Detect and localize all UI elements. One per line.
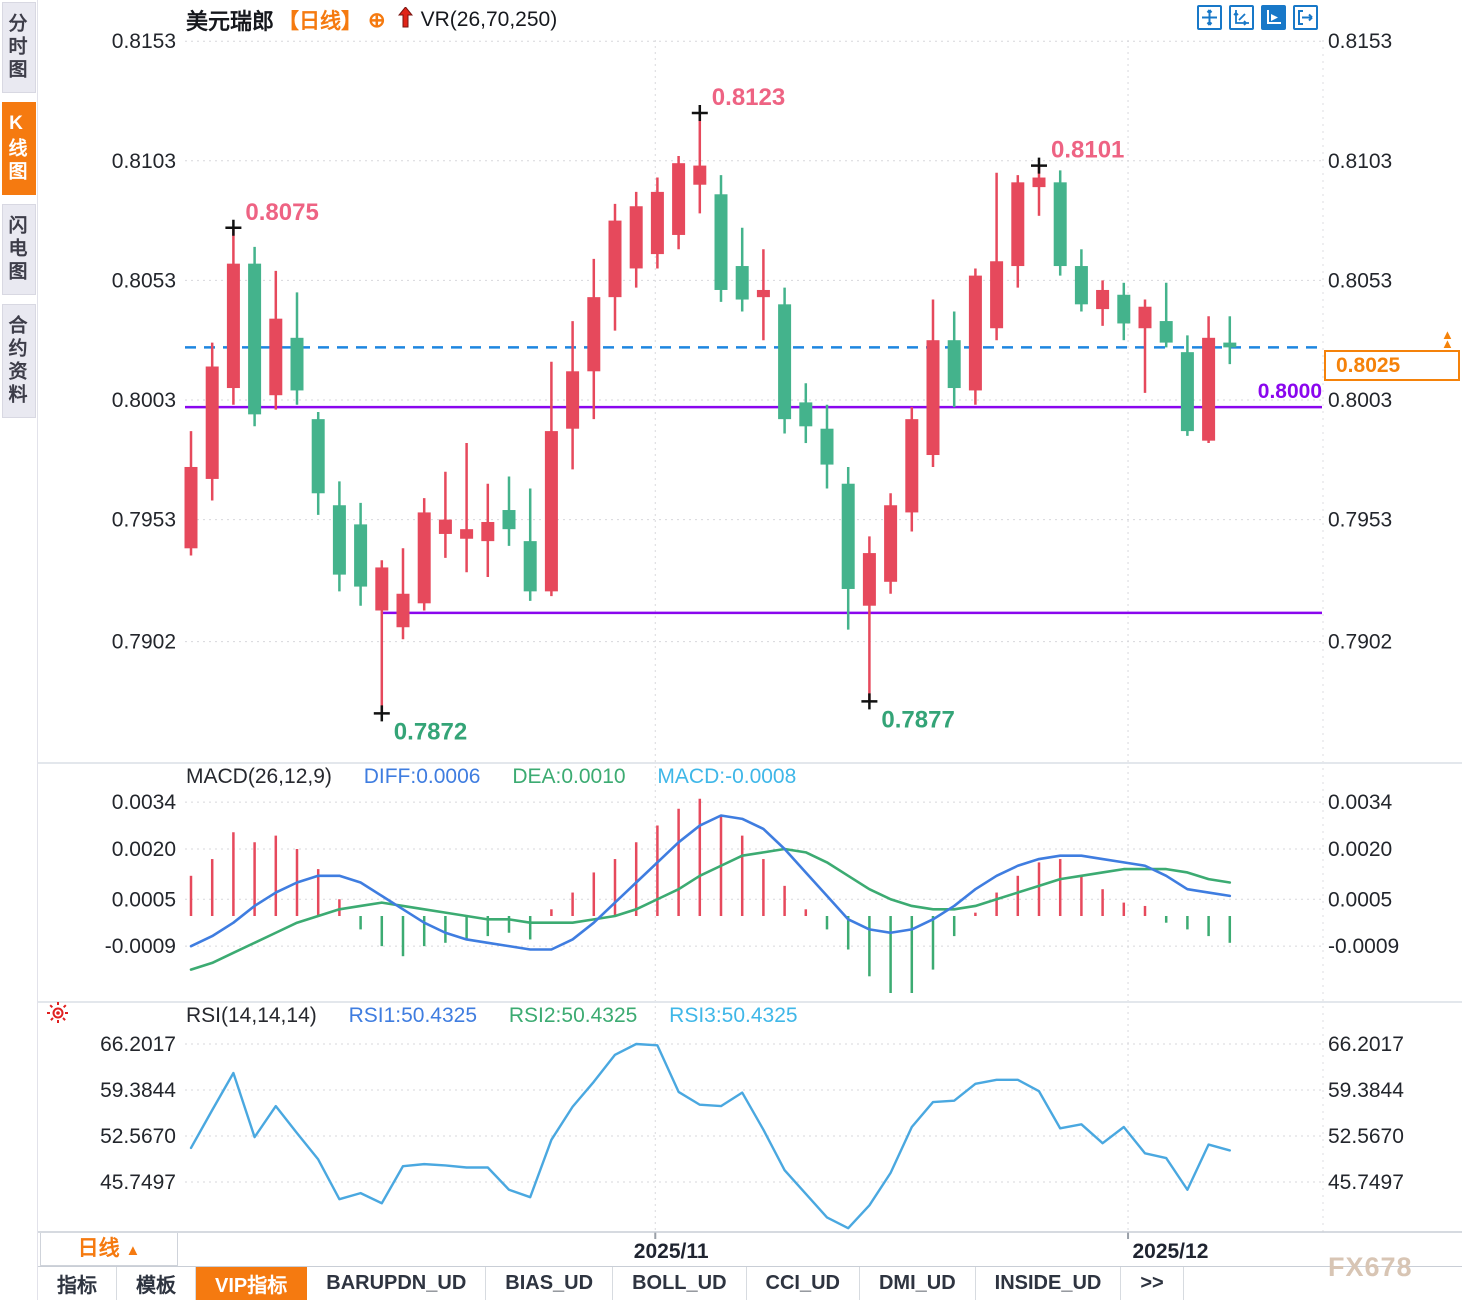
bottom-tab-VIP指标[interactable]: VIP指标 — [196, 1267, 308, 1300]
svg-text:0.8103: 0.8103 — [112, 150, 176, 173]
svg-text:0.7902: 0.7902 — [1328, 631, 1392, 654]
sidebar-tab-合约资料[interactable]: 合约资料 — [1, 304, 36, 418]
svg-text:59.3844: 59.3844 — [1328, 1079, 1404, 1102]
svg-text:0.0020: 0.0020 — [112, 838, 176, 861]
svg-text:0.7953: 0.7953 — [1328, 509, 1392, 532]
svg-text:59.3844: 59.3844 — [100, 1079, 176, 1102]
svg-text:45.7497: 45.7497 — [1328, 1171, 1404, 1194]
svg-text:0.8123: 0.8123 — [712, 84, 785, 111]
macd-hist-value: MACD:-0.0008 — [657, 765, 797, 788]
svg-text:-0.0009: -0.0009 — [1328, 935, 1399, 958]
svg-text:66.2017: 66.2017 — [100, 1033, 176, 1056]
svg-text:0.7953: 0.7953 — [112, 509, 176, 532]
svg-text:2025/11: 2025/11 — [634, 1240, 709, 1263]
add-indicator-icon[interactable]: ⊕ — [368, 8, 386, 32]
support-level-label: 0.8000 — [1257, 380, 1322, 403]
rsi-label-row: RSI(14,14,14) RSI1:50.4325 RSI2:50.4325 … — [186, 1004, 798, 1028]
period-selector-label: 日线 — [77, 1237, 120, 1260]
rsi-title[interactable]: RSI(14,14,14) — [186, 1004, 317, 1027]
sidebar-tab-K线图[interactable]: K线图 — [1, 102, 36, 195]
svg-text:0.7877: 0.7877 — [881, 706, 954, 733]
candles — [184, 112, 1237, 714]
period-selector-button[interactable]: 日线 ▲ — [40, 1233, 178, 1266]
svg-text:0.0020: 0.0020 — [1328, 838, 1392, 861]
price-up-arrows-icon: ▲ ▲ — [1441, 327, 1454, 351]
sidebar-tab-闪电图[interactable]: 闪电图 — [1, 204, 36, 295]
svg-text:0.0005: 0.0005 — [1328, 888, 1392, 911]
crosshair-move-icon[interactable] — [1197, 5, 1222, 30]
chart-toolbar — [1197, 5, 1318, 30]
bottom-tab-指标[interactable]: 指标 — [38, 1267, 117, 1300]
rsi3-value: RSI3:50.4325 — [669, 1004, 798, 1027]
svg-text:0.8103: 0.8103 — [1328, 150, 1392, 173]
rsi-plot — [189, 1042, 1232, 1230]
svg-text:0.7872: 0.7872 — [394, 718, 467, 745]
alert-sun-icon[interactable] — [46, 1001, 70, 1025]
watermark: FX678 — [1328, 1252, 1413, 1282]
sidebar: 分时图 K线图闪电图合约资料 — [0, 0, 38, 1232]
grid-lines — [38, 40, 1462, 1239]
svg-text:45.7497: 45.7497 — [100, 1171, 176, 1194]
svg-text:-0.0009: -0.0009 — [105, 935, 176, 958]
svg-text:0.8003: 0.8003 — [112, 389, 176, 412]
chart-header: 美元瑞郎 【日线】 ⊕ VR(26,70,250) — [186, 6, 557, 34]
current-price-box: 0.8025 — [1324, 350, 1460, 381]
period-tag[interactable]: 【日线】 — [278, 10, 363, 33]
annotations: 0.8075 0.8123 0.8101 0.7872 0.7877 — [225, 84, 1124, 745]
macd-diff-value: DIFF:0.0006 — [363, 765, 481, 788]
macd-title[interactable]: MACD(26,12,9) — [186, 765, 332, 788]
bottom-tab-DMI_UD[interactable]: DMI_UD — [859, 1267, 976, 1300]
bottom-tab-BOLL_UD[interactable]: BOLL_UD — [613, 1267, 747, 1300]
svg-text:0.0034: 0.0034 — [1328, 791, 1393, 814]
period-selector-caret-icon: ▲ — [125, 1242, 141, 1259]
bottom-tab-INSIDE_UD[interactable]: INSIDE_UD — [975, 1267, 1122, 1300]
svg-text:52.5670: 52.5670 — [100, 1125, 176, 1148]
up-arrow-icon — [397, 6, 413, 33]
svg-text:2025/12: 2025/12 — [1132, 1240, 1208, 1263]
bottom-tab-CCI_UD[interactable]: CCI_UD — [746, 1267, 860, 1300]
svg-text:0.8101: 0.8101 — [1051, 137, 1124, 164]
svg-text:0.0034: 0.0034 — [112, 791, 177, 814]
axis-scale-icon[interactable] — [1229, 5, 1254, 30]
rsi1-value: RSI1:50.4325 — [348, 1004, 478, 1027]
bottom-tab->>[interactable]: >> — [1121, 1267, 1184, 1300]
svg-text:0.8153: 0.8153 — [1328, 30, 1392, 53]
svg-text:0.0005: 0.0005 — [112, 888, 176, 911]
bottom-left-corner — [0, 1232, 38, 1300]
svg-text:0.7902: 0.7902 — [112, 631, 176, 654]
axis-play-icon[interactable] — [1261, 5, 1286, 30]
svg-text:66.2017: 66.2017 — [1328, 1033, 1404, 1056]
bottom-tab-BIAS_UD[interactable]: BIAS_UD — [486, 1267, 614, 1300]
bottom-tab-模板[interactable]: 模板 — [117, 1267, 196, 1300]
goto-latest-icon[interactable] — [1293, 5, 1318, 30]
symbol-name: 美元瑞郎 — [186, 9, 275, 34]
axis-labels: 0.8153 0.8153 0.8103 0.8103 0.8053 0.8053 0.80… — [100, 30, 1404, 1263]
bottom-tab-BARUPDN_UD[interactable]: BARUPDN_UD — [307, 1267, 487, 1300]
indicator-tab-bar: 指标 模板 VIP指标 BARUPDN_UD BIAS_UD BOLL_UD CCI_UD D… — [38, 1266, 1462, 1300]
rsi2-value: RSI2:50.4325 — [508, 1004, 638, 1027]
svg-text:0.8153: 0.8153 — [112, 30, 176, 53]
svg-text:0.8003: 0.8003 — [1328, 389, 1392, 412]
macd-label-row: MACD(26,12,9) DIFF:0.0006 DEA:0.0010 MAC… — [186, 765, 796, 789]
macd-dea-value: DEA:0.0010 — [512, 765, 626, 788]
svg-text:0.8053: 0.8053 — [112, 269, 176, 292]
level-lines — [185, 346, 1322, 615]
macd-plot — [189, 798, 1232, 994]
vr-indicator-label[interactable]: VR(26,70,250) — [420, 8, 558, 31]
svg-text:52.5670: 52.5670 — [1328, 1125, 1404, 1148]
svg-text:0.8075: 0.8075 — [245, 199, 318, 226]
sidebar-tab-分时图[interactable]: 分时图 — [1, 2, 36, 93]
svg-text:0.8053: 0.8053 — [1328, 269, 1392, 292]
